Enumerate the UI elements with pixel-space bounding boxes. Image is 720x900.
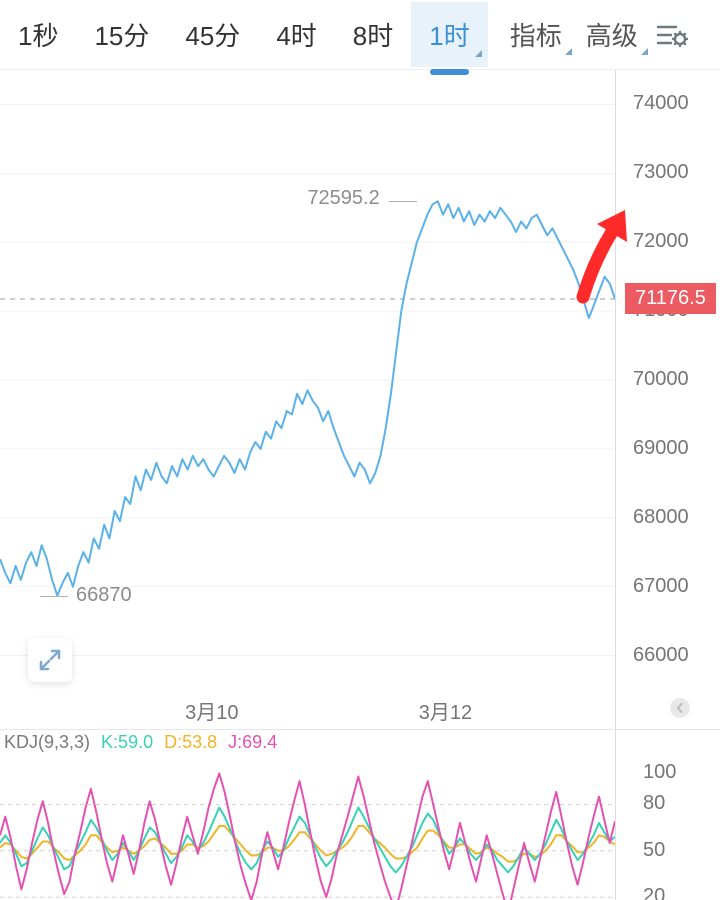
low-annotation: 66870 — [76, 584, 132, 607]
tf-label: 8时 — [353, 21, 393, 51]
kdj-chart[interactable]: KDJ(9,3,3) K:59.0 D:53.8 J:69.4 20 50 80 10… — [0, 730, 720, 900]
kdj-y-tick-label: 20 — [643, 885, 665, 900]
y-tick-label: 68000 — [633, 506, 689, 529]
yaxis-separator — [615, 730, 616, 900]
tf-label: 45分 — [185, 21, 240, 51]
high-annotation-tick — [389, 201, 417, 202]
tf-1h[interactable]: 1时 — [411, 2, 487, 67]
tf-45m[interactable]: 45分 — [167, 2, 258, 67]
y-tick-label: 72000 — [633, 230, 689, 253]
tf-4h[interactable]: 4时 — [258, 2, 334, 67]
tf-1s[interactable]: 1秒 — [0, 2, 76, 67]
tf-label: 1时 — [429, 21, 469, 51]
kdj-j-label: J:69.4 — [228, 732, 277, 752]
indicator-label: 指标 — [510, 21, 562, 51]
chart-container: 6600067000680006900070000710007200073000… — [0, 70, 720, 900]
indicator-menu[interactable]: 指标 — [498, 2, 574, 67]
dropdown-tri-icon — [565, 48, 572, 55]
list-gear-icon — [656, 19, 688, 51]
timeframe-toolbar: 1秒 15分 45分 4时 8时 1时 指标 高级 — [0, 0, 720, 70]
chevron-left-icon — [675, 703, 685, 713]
kdj-d-label: D:53.8 — [164, 732, 217, 752]
kdj-chart-svg — [0, 758, 720, 900]
yaxis-separator — [615, 690, 616, 729]
kdj-legend: KDJ(9,3,3) K:59.0 D:53.8 J:69.4 — [4, 732, 283, 753]
expand-button[interactable] — [28, 638, 72, 682]
y-tick-label: 66000 — [633, 644, 689, 667]
kdj-y-tick-label: 50 — [643, 839, 665, 862]
tf-label: 1秒 — [18, 21, 58, 51]
advanced-menu[interactable]: 高级 — [574, 2, 650, 67]
low-annotation-tick — [40, 596, 68, 597]
scroll-right-button[interactable] — [670, 698, 690, 718]
y-tick-label: 69000 — [633, 437, 689, 460]
high-annotation: 72595.2 — [307, 187, 379, 210]
x-tick-label: 3月10 — [185, 696, 238, 725]
current-price-value: 71176.5 — [635, 287, 706, 309]
current-price-flag: 71176.5 — [625, 283, 716, 314]
y-tick-label: 70000 — [633, 368, 689, 391]
kdj-k-label: K:59.0 — [101, 732, 153, 752]
x-axis: 3月10 3月12 — [0, 690, 720, 730]
advanced-label: 高级 — [586, 21, 638, 51]
price-chart[interactable]: 6600067000680006900070000710007200073000… — [0, 70, 720, 690]
dropdown-tri-icon — [641, 48, 648, 55]
x-tick-label: 3月12 — [419, 696, 472, 725]
tf-label: 15分 — [94, 21, 149, 51]
y-tick-label: 73000 — [633, 161, 689, 184]
yaxis-separator — [615, 70, 616, 690]
tf-label: 4时 — [276, 21, 316, 51]
y-tick-label: 74000 — [633, 92, 689, 115]
dropdown-tri-icon — [475, 50, 482, 57]
tf-15m[interactable]: 15分 — [76, 2, 167, 67]
tf-8h[interactable]: 8时 — [335, 2, 411, 67]
kdj-y-tick-label: 80 — [643, 792, 665, 815]
y-tick-label: 67000 — [633, 575, 689, 598]
expand-icon — [38, 648, 62, 672]
settings-button[interactable] — [650, 5, 694, 65]
kdj-title: KDJ(9,3,3) — [4, 732, 90, 752]
up-arrow-icon — [565, 202, 635, 312]
kdj-y-tick-label: 100 — [643, 761, 676, 784]
